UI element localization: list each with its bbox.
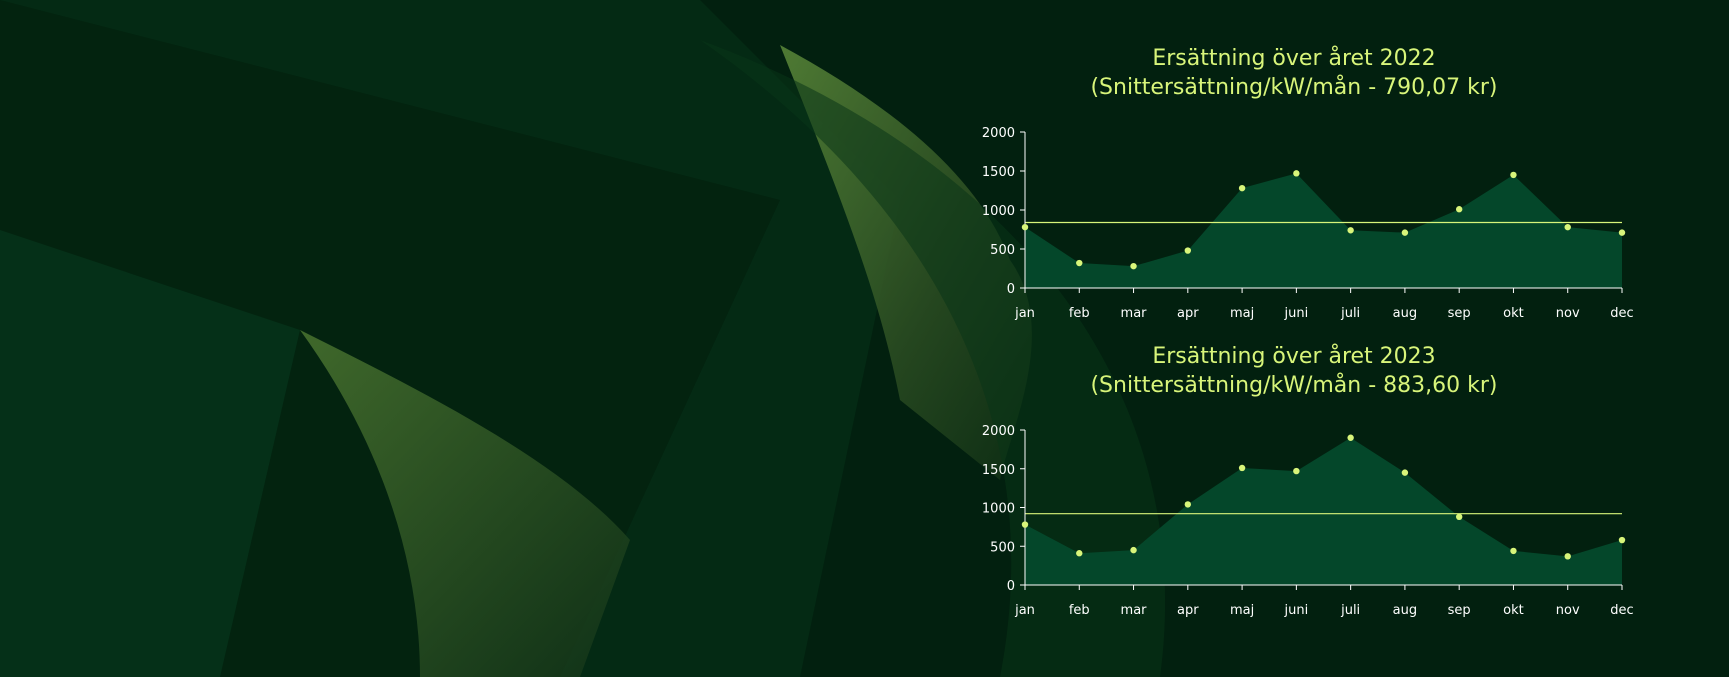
data-point [1021,223,1029,231]
y-tick-label: 0 [1007,282,1015,297]
y-tick-label: 2000 [982,126,1015,141]
data-point [1076,259,1083,267]
series-area [1025,173,1622,288]
x-tick-label: sep [1448,306,1471,321]
x-tick-label: juli [1340,306,1360,321]
chart-subtitle: (Snittersättning/kW/mån - 883,60 kr) [1090,373,1498,398]
data-point [1293,170,1300,177]
chart-title-main: Ersättning över året 2022 [1152,46,1436,71]
data-point [1455,206,1463,213]
x-tick-label: apr [1177,306,1199,321]
data-point [1130,262,1137,270]
y-tick-label: 1000 [982,204,1015,219]
data-point [1184,247,1192,254]
data-point [1401,229,1409,236]
x-tick-label: juni [1284,306,1309,321]
data-point [1564,223,1571,231]
x-tick-label: feb [1069,306,1090,321]
x-tick-label: okt [1503,306,1524,321]
x-tick-label: jan [1014,306,1035,321]
chart-title-2023: Ersättning över året 2023 (Snittersättni… [1000,342,1588,400]
chart-title-main: Ersättning över året 2023 [1152,344,1436,369]
chart-title-2022: Ersättning över året 2022 (Snittersättni… [1000,44,1588,102]
x-tick-label: maj [1230,306,1254,321]
data-point [1510,171,1517,179]
y-tick-label: 500 [990,243,1015,258]
x-tick-label: aug [1393,306,1417,321]
data-point [1347,227,1354,234]
x-tick-label: dec [1610,306,1633,321]
chart-subtitle: (Snittersättning/kW/mån - 790,07 kr) [1090,75,1498,100]
x-tick-label: nov [1556,306,1580,321]
x-tick-label: mar [1121,306,1148,321]
data-point [1618,229,1626,236]
y-tick-label: 1500 [982,165,1015,180]
data-point [1238,184,1246,192]
